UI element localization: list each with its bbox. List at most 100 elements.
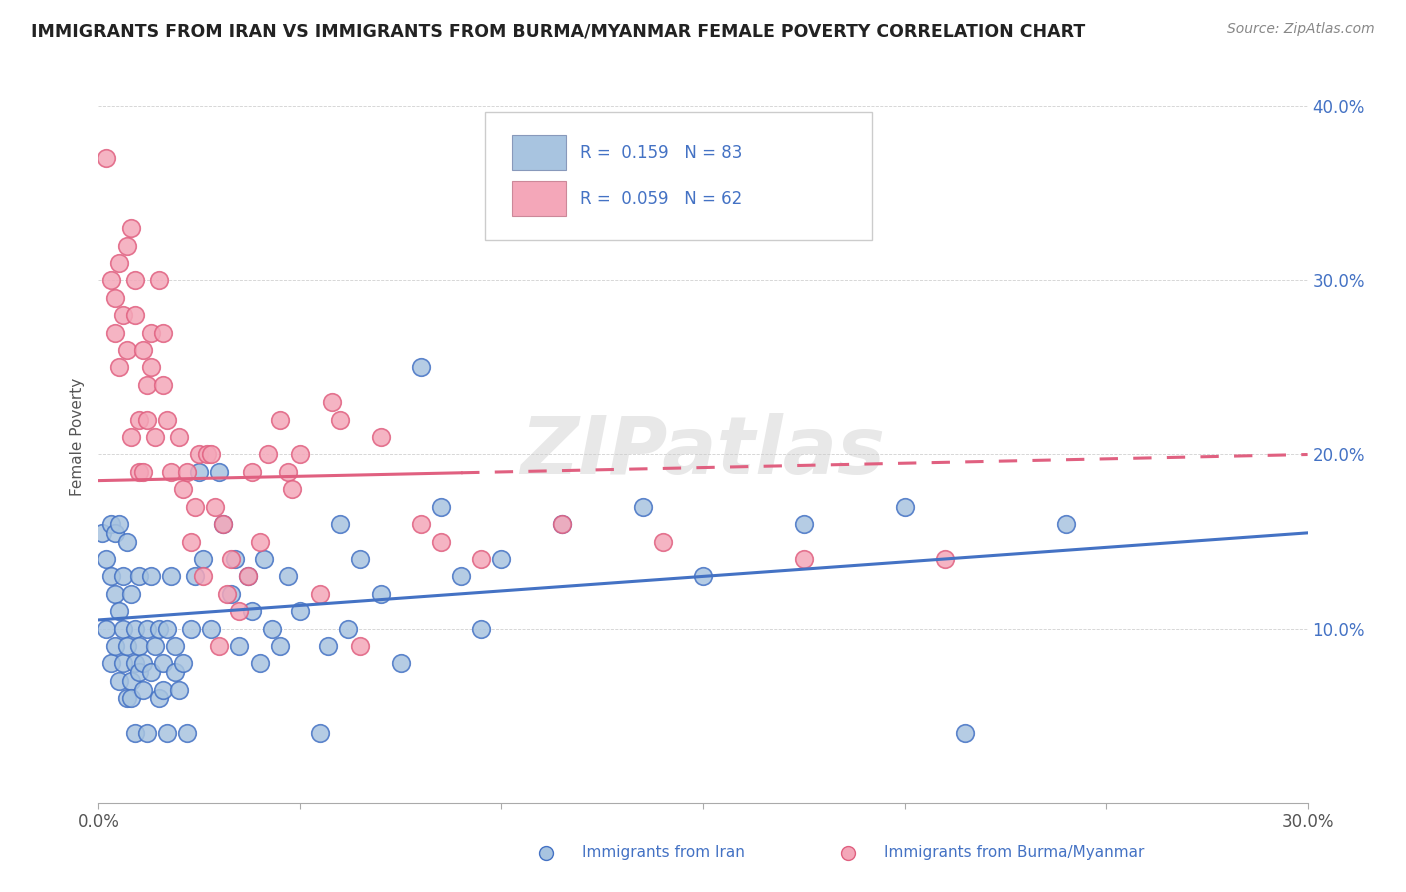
Point <box>370 430 392 444</box>
Point <box>228 639 250 653</box>
Point <box>180 622 202 636</box>
Point <box>893 500 915 514</box>
Point <box>370 587 392 601</box>
Point <box>180 534 202 549</box>
Point <box>277 465 299 479</box>
Point <box>107 256 129 270</box>
FancyBboxPatch shape <box>512 135 567 170</box>
Point <box>111 569 134 583</box>
Point <box>139 665 162 680</box>
Point <box>184 500 207 514</box>
Point <box>167 430 190 444</box>
Point <box>321 395 343 409</box>
Point <box>120 587 142 601</box>
Point <box>103 291 125 305</box>
Point <box>120 430 142 444</box>
Point <box>288 604 311 618</box>
Point <box>329 517 352 532</box>
Point <box>176 726 198 740</box>
Point <box>135 412 157 426</box>
Point <box>281 483 304 497</box>
Point <box>316 639 339 653</box>
Point <box>115 343 138 357</box>
Point <box>111 308 134 322</box>
Point <box>249 657 271 671</box>
Point <box>253 552 276 566</box>
Point <box>193 552 215 566</box>
Point <box>156 726 179 740</box>
Point <box>96 152 118 166</box>
Point <box>389 657 412 671</box>
Point <box>103 525 125 540</box>
Point <box>152 657 174 671</box>
Point <box>212 517 235 532</box>
Point <box>148 273 170 287</box>
Point <box>156 412 179 426</box>
Point <box>120 673 142 688</box>
Point <box>224 552 246 566</box>
Point <box>115 238 138 252</box>
Point <box>204 500 226 514</box>
Point <box>269 639 291 653</box>
Point <box>208 465 231 479</box>
Point <box>184 569 207 583</box>
Point <box>143 639 166 653</box>
Point <box>236 569 259 583</box>
Point <box>470 552 492 566</box>
Point <box>139 569 162 583</box>
Point <box>337 622 360 636</box>
Text: Immigrants from Burma/Myanmar: Immigrants from Burma/Myanmar <box>884 845 1144 860</box>
Point <box>120 221 142 235</box>
Point <box>277 569 299 583</box>
FancyBboxPatch shape <box>485 112 872 240</box>
Point <box>195 448 218 462</box>
Point <box>430 534 453 549</box>
Point <box>128 412 150 426</box>
Point <box>240 465 263 479</box>
Point <box>176 465 198 479</box>
Point <box>309 587 332 601</box>
Point <box>115 534 138 549</box>
Point <box>450 569 472 583</box>
Point <box>143 430 166 444</box>
Point <box>188 465 211 479</box>
Point <box>651 534 673 549</box>
Point <box>409 360 432 375</box>
Point <box>269 412 291 426</box>
Point <box>100 517 122 532</box>
FancyBboxPatch shape <box>512 181 567 216</box>
Point <box>236 569 259 583</box>
Point <box>1054 517 1077 532</box>
Point <box>128 665 150 680</box>
Point <box>124 726 146 740</box>
Point <box>256 448 278 462</box>
Point <box>349 639 371 653</box>
Point <box>167 682 190 697</box>
Point <box>135 726 157 740</box>
Text: ZIPatlas: ZIPatlas <box>520 413 886 491</box>
Text: Source: ZipAtlas.com: Source: ZipAtlas.com <box>1227 22 1375 37</box>
Point <box>217 587 239 601</box>
Point <box>124 657 146 671</box>
Point <box>96 552 118 566</box>
Point <box>148 622 170 636</box>
Y-axis label: Female Poverty: Female Poverty <box>69 378 84 496</box>
Point <box>221 552 243 566</box>
Point <box>100 273 122 287</box>
Point <box>260 622 283 636</box>
Point <box>692 569 714 583</box>
Point <box>288 448 311 462</box>
Point <box>100 657 122 671</box>
Point <box>551 517 574 532</box>
Point <box>132 343 155 357</box>
Point <box>156 622 179 636</box>
Point <box>160 465 183 479</box>
Text: Immigrants from Iran: Immigrants from Iran <box>582 845 745 860</box>
Point <box>128 569 150 583</box>
Point <box>132 682 155 697</box>
Point <box>309 726 332 740</box>
Point <box>132 465 155 479</box>
Point <box>124 308 146 322</box>
Point <box>107 673 129 688</box>
Point <box>349 552 371 566</box>
